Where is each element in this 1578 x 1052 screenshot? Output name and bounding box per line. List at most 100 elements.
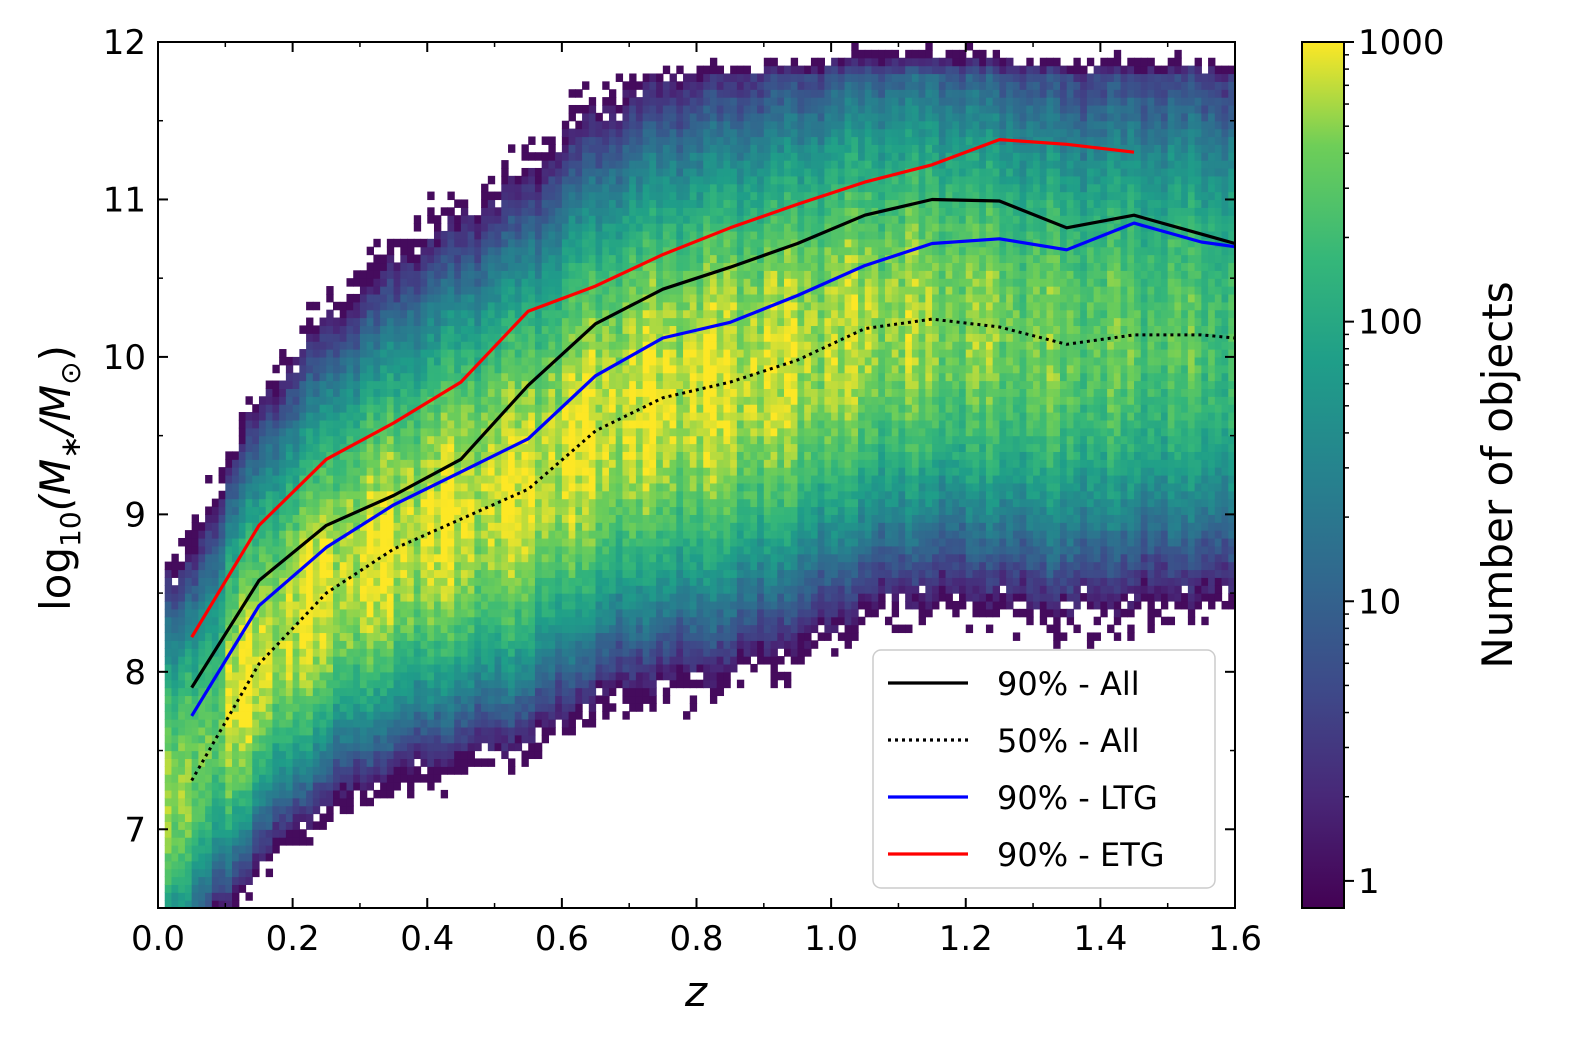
heatmap-cell <box>413 671 422 681</box>
heatmap-cell <box>528 600 536 610</box>
heatmap-cell <box>622 309 630 319</box>
heatmap-cell <box>205 695 213 704</box>
heatmap-cell <box>285 797 294 807</box>
heatmap-cell <box>191 530 199 539</box>
heatmap-cell <box>171 797 179 807</box>
heatmap-cell <box>339 766 348 775</box>
heatmap-cell <box>178 537 186 547</box>
heatmap-cell <box>474 317 482 327</box>
heatmap-cell <box>353 482 361 492</box>
heatmap-cell <box>312 711 321 720</box>
heatmap-cell <box>285 734 294 744</box>
heatmap-cell <box>198 585 206 594</box>
heatmap-cell <box>501 160 509 169</box>
heatmap-cell <box>407 695 415 704</box>
heatmap-cell <box>528 341 536 350</box>
heatmap-cell <box>198 892 206 901</box>
heatmap-cell <box>501 301 509 311</box>
heatmap-cell <box>555 514 563 523</box>
heatmap-cell <box>420 640 428 649</box>
heatmap-cell <box>380 742 388 752</box>
heatmap-cell <box>326 695 334 704</box>
heatmap-cell <box>373 443 381 452</box>
heatmap-cell <box>292 789 300 799</box>
heatmap-cell <box>602 191 610 201</box>
heatmap-cell <box>615 451 624 460</box>
heatmap-cell <box>191 789 199 799</box>
heatmap-cell <box>333 758 341 767</box>
heatmap-cell <box>447 624 455 634</box>
heatmap-cell <box>501 482 509 492</box>
heatmap-cell <box>582 663 590 673</box>
heatmap-cell <box>353 616 361 626</box>
heatmap-cell <box>629 207 637 216</box>
heatmap-cell <box>561 648 570 657</box>
heatmap-cell <box>198 600 206 610</box>
heatmap-cell <box>413 435 422 445</box>
heatmap-cell <box>588 616 597 626</box>
heatmap-cell <box>575 561 583 571</box>
heatmap-cell <box>460 632 469 641</box>
heatmap-cell <box>467 624 475 634</box>
heatmap-cell <box>487 593 496 602</box>
heatmap-cell <box>642 309 650 319</box>
heatmap-cell <box>386 703 395 712</box>
heatmap-cell <box>400 663 408 673</box>
heatmap-cell <box>272 364 280 374</box>
heatmap-cell <box>454 404 462 413</box>
heatmap-cell <box>454 333 462 342</box>
heatmap-cell <box>319 325 327 334</box>
heatmap-cell <box>629 372 637 382</box>
heatmap-cell <box>622 333 630 342</box>
heatmap-cell <box>373 632 381 641</box>
heatmap-cell <box>608 569 617 578</box>
heatmap-cell <box>454 498 462 508</box>
heatmap-cell <box>232 687 240 697</box>
heatmap-cell <box>440 238 449 248</box>
heatmap-cell <box>521 475 529 484</box>
heatmap-cell <box>528 553 536 563</box>
heatmap-cell <box>501 640 509 649</box>
heatmap-cell <box>514 467 523 476</box>
heatmap-cell <box>306 317 314 327</box>
heatmap-cell <box>575 663 583 673</box>
heatmap-cell <box>481 207 489 216</box>
heatmap-cell <box>312 758 321 767</box>
heatmap-cell <box>433 648 442 657</box>
heatmap-cell <box>265 632 274 641</box>
heatmap-cell <box>433 372 442 382</box>
heatmap-cell <box>595 175 603 185</box>
heatmap-cell <box>252 600 260 610</box>
heatmap-cell <box>467 317 475 327</box>
heatmap-cell <box>386 608 395 618</box>
heatmap-cell <box>299 813 307 822</box>
heatmap-cell <box>393 482 401 492</box>
heatmap-cell <box>285 695 294 704</box>
heatmap-cell <box>642 687 650 697</box>
heatmap-cell <box>481 545 489 555</box>
heatmap-cell <box>548 207 556 216</box>
heatmap-cell <box>521 600 529 610</box>
heatmap-cell <box>635 301 644 311</box>
heatmap-cell <box>373 648 381 657</box>
heatmap-cell <box>568 356 576 366</box>
heatmap-cell <box>413 482 422 492</box>
heatmap-cell <box>326 356 334 366</box>
heatmap-cell <box>474 427 482 437</box>
heatmap-cell <box>319 766 327 775</box>
heatmap-cell <box>629 230 637 240</box>
heatmap-cell <box>494 207 502 216</box>
heatmap-cell <box>333 467 341 476</box>
heatmap-cell <box>359 404 368 413</box>
heatmap-cell <box>238 608 247 618</box>
heatmap-cell <box>420 467 428 476</box>
heatmap-cell <box>602 97 610 106</box>
heatmap-cell <box>326 734 334 744</box>
heatmap-cell <box>508 498 516 508</box>
heatmap-cell <box>602 120 610 130</box>
heatmap-cell <box>541 577 550 586</box>
heatmap-cell <box>218 829 226 838</box>
heatmap-cell <box>366 593 374 602</box>
heatmap-cell <box>359 522 368 531</box>
heatmap-cell <box>171 695 179 704</box>
